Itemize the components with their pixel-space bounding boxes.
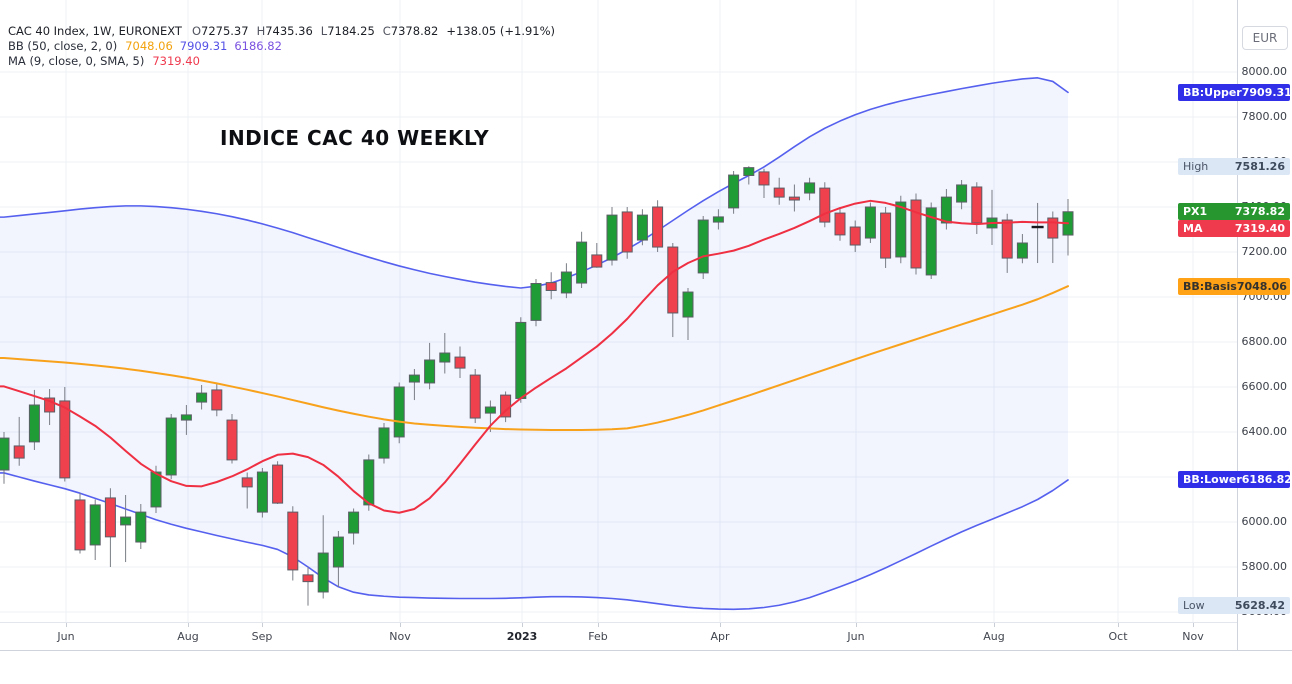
time-label-nov: Nov [389, 630, 411, 643]
ma-value: 7319.40 [152, 54, 200, 68]
ma-indicator-name: MA (9, close, 0, SMA, 5) [8, 54, 145, 68]
chart-title-annotation[interactable]: INDICE CAC 40 WEEKLY [220, 126, 490, 150]
price-tick-7800.00: 7800.00 [1241, 110, 1288, 123]
axis-badge-bb-upper: BB:Upper 7909.31 [1178, 83, 1292, 101]
badge-value: 6186.82 [1241, 473, 1292, 487]
price-tick-5800.00: 5800.00 [1241, 560, 1288, 573]
bb-upper-value: 7909.31 [179, 39, 228, 53]
time-tick [856, 623, 857, 627]
badge-value: 7909.31 [1241, 85, 1292, 99]
time-tick [66, 623, 67, 627]
badge-value: 7378.82 [1234, 205, 1285, 219]
axis-badge-low: Low 5628.42 [1178, 597, 1290, 615]
bottom-divider [0, 650, 1292, 651]
close-value: 7378.82 [390, 24, 439, 38]
legend-ma-row[interactable]: MA (9, close, 0, SMA, 5) 7319.40 [8, 54, 555, 69]
currency-button[interactable]: EUR [1242, 26, 1288, 50]
time-label-aug: Aug [177, 630, 199, 643]
badge-label: Low [1183, 599, 1205, 613]
time-label-oct: Oct [1108, 630, 1128, 643]
time-label-jun: Jun [57, 630, 75, 643]
low-value: 7184.25 [327, 24, 375, 38]
price-tick-6600.00: 6600.00 [1241, 380, 1288, 393]
axis-badge-ma: MA 7319.40 [1178, 220, 1290, 238]
time-label-sep: Sep [251, 630, 273, 643]
time-axis[interactable]: Jun Aug Sep Nov 2023 Feb Apr Jun Aug Oct Nov [0, 622, 1237, 651]
legend-symbol-row[interactable]: CAC 40 Index, 1W, EURONEXT O7275.37 H7435.… [8, 24, 555, 39]
axis-badge-bb-lower: BB:Lower 6186.82 [1178, 471, 1292, 489]
time-label-jun: Jun [847, 630, 865, 643]
time-tick [1118, 623, 1119, 627]
time-tick [1193, 623, 1194, 627]
axis-badge-high: High 7581.26 [1178, 157, 1290, 175]
low-label: L [320, 24, 328, 38]
badge-label: High [1183, 159, 1209, 173]
bb-basis-value: 7048.06 [125, 39, 173, 53]
badge-label: PX1 [1183, 205, 1208, 219]
price-tick-7200.00: 7200.00 [1241, 245, 1288, 258]
open-value: 7275.37 [201, 24, 249, 38]
open-label: O [191, 24, 201, 38]
price-tick-6000.00: 6000.00 [1241, 515, 1288, 528]
axis-badge-px1: PX1 7378.82 [1178, 203, 1290, 221]
legend-bb-row[interactable]: BB (50, close, 2, 0) 7048.06 7909.31 6186.8… [8, 39, 555, 54]
price-tick-8000.00: 8000.00 [1241, 65, 1288, 78]
badge-value: 7581.26 [1234, 159, 1285, 173]
chart-legend: CAC 40 Index, 1W, EURONEXT O7275.37 H7435.… [8, 24, 555, 69]
close-label: C [382, 24, 391, 38]
badge-value: 7048.06 [1236, 279, 1287, 293]
bb-lower-value: 6186.82 [234, 39, 282, 53]
time-tick [262, 623, 263, 627]
time-label-apr: Apr [710, 630, 730, 643]
price-tick-6400.00: 6400.00 [1241, 425, 1288, 438]
price-tick-6800.00: 6800.00 [1241, 335, 1288, 348]
change-value: +138.05 (+1.91%) [446, 24, 556, 38]
time-tick [400, 623, 401, 627]
price-chart-canvas[interactable] [0, 0, 1237, 622]
badge-label: BB:Lower [1183, 473, 1242, 487]
time-label-2023: 2023 [506, 630, 538, 643]
high-label: H [256, 24, 266, 38]
time-label-aug: Aug [983, 630, 1005, 643]
time-tick [994, 623, 995, 627]
badge-value: 7319.40 [1234, 222, 1285, 236]
time-tick [598, 623, 599, 627]
axis-badge-bb-basis: BB:Basis 7048.06 [1178, 277, 1290, 295]
badge-label: BB:Upper [1183, 85, 1242, 99]
bb-indicator-name: BB (50, close, 2, 0) [8, 39, 118, 53]
badge-label: BB:Basis [1183, 279, 1237, 293]
time-label-nov: Nov [1182, 630, 1204, 643]
time-tick [188, 623, 189, 627]
badge-value: 5628.42 [1234, 599, 1285, 613]
badge-label: MA [1183, 222, 1203, 236]
time-tick [720, 623, 721, 627]
high-value: 7435.36 [265, 24, 313, 38]
symbol-name: CAC 40 Index, 1W, EURONEXT [8, 24, 182, 38]
time-label-feb: Feb [588, 630, 608, 643]
time-tick [522, 623, 523, 627]
price-axis[interactable]: 8000.007800.007600.007400.007200.007000.… [1237, 0, 1292, 650]
